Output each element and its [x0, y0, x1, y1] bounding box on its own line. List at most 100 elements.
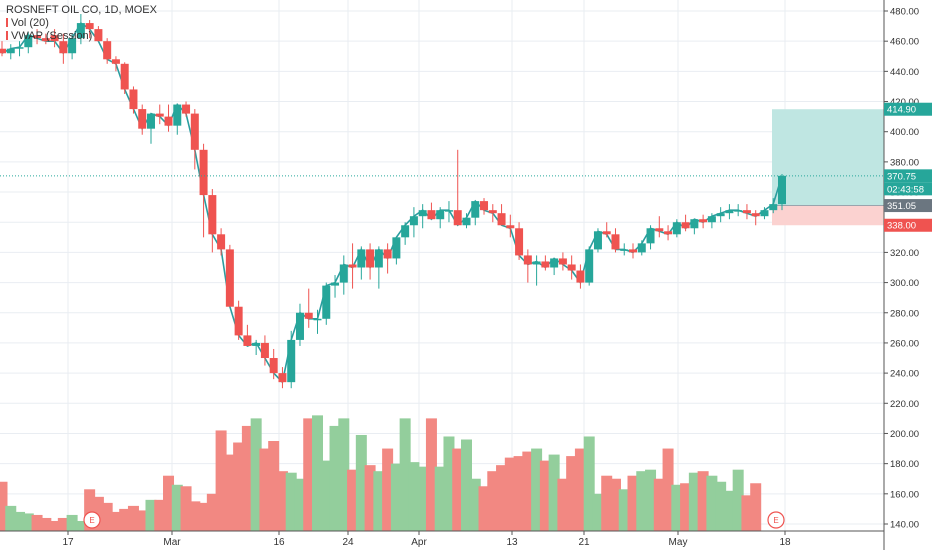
- earnings-marker: [83, 511, 101, 529]
- volume-bar: [496, 465, 508, 531]
- x-tick-label: 16: [273, 537, 285, 548]
- volume-bar: [531, 448, 543, 531]
- volume-bar: [355, 434, 367, 531]
- volume-bar: [14, 511, 26, 531]
- candle-body: [129, 89, 138, 110]
- vwap-legend-item[interactable]: VWAP (Session): [6, 30, 157, 43]
- volume-bar: [601, 475, 613, 531]
- candle-body: [295, 312, 304, 340]
- candle-body: [515, 228, 524, 256]
- candle-body: [348, 264, 357, 268]
- volume-bar: [408, 462, 420, 531]
- target-price-tag: [884, 102, 932, 116]
- candle-body: [50, 35, 59, 42]
- y-tick-label: 400.00: [890, 127, 919, 138]
- candle-body: [76, 23, 85, 39]
- candle-body: [15, 47, 24, 49]
- y-tick-label: 420.00: [890, 97, 919, 108]
- volume-bar: [417, 466, 429, 531]
- y-tick-label: 480.00: [890, 7, 919, 18]
- y-tick-label: 280.00: [890, 308, 919, 319]
- volume-bar: [706, 475, 718, 531]
- candle-body: [199, 149, 208, 196]
- candle-body: [681, 222, 690, 229]
- x-tick-label: 21: [578, 537, 590, 548]
- candle-body: [322, 285, 331, 319]
- candle-body: [629, 249, 638, 253]
- earnings-marker: [767, 511, 785, 529]
- y-tick-label: 440.00: [890, 67, 919, 78]
- volume-legend-item[interactable]: Vol (20): [6, 17, 157, 30]
- candle-body: [725, 210, 734, 214]
- y-tick-label: 300.00: [890, 278, 919, 289]
- volume-bar: [189, 501, 201, 531]
- countdown-tag: [884, 182, 932, 196]
- candle-body: [637, 243, 646, 253]
- volume-bar: [487, 471, 499, 531]
- candle-body: [111, 59, 120, 64]
- x-tick-label: May: [669, 537, 688, 548]
- x-tick-label: 24: [342, 537, 354, 548]
- y-tick-label: 140.00: [890, 519, 919, 530]
- candle-body: [383, 249, 392, 259]
- volume-bar: [206, 493, 218, 531]
- candle-body: [646, 228, 655, 244]
- volume-bar: [434, 466, 446, 531]
- volume-bar: [5, 505, 17, 531]
- volume-bar: [364, 465, 376, 531]
- candle-body: [33, 35, 42, 39]
- candle-body: [734, 210, 743, 212]
- volume-bar: [460, 439, 472, 531]
- entry-price-tag: [884, 199, 932, 213]
- volume-bar: [329, 425, 341, 531]
- volume-bar: [688, 472, 700, 531]
- candle-body: [68, 38, 77, 54]
- volume-bar: [136, 510, 148, 531]
- y-tick-label: 460.00: [890, 37, 919, 48]
- stop-price-tag: [884, 218, 932, 232]
- candle-body: [252, 342, 261, 346]
- volume-bar: [180, 486, 192, 531]
- candle-body: [532, 261, 541, 265]
- candle-body: [260, 342, 269, 359]
- candle-body: [208, 195, 217, 235]
- volume-bar: [127, 505, 139, 531]
- candle-body: [331, 282, 340, 286]
- candle-body: [190, 113, 199, 150]
- entry-price-tag-label: 351.05: [887, 201, 916, 212]
- candle-body: [593, 231, 602, 250]
- volume-bar: [715, 481, 727, 531]
- candle-body: [453, 210, 462, 226]
- volume-bar: [338, 418, 350, 531]
- candle-body: [155, 113, 164, 117]
- volume-bar: [92, 496, 104, 531]
- volume-bar: [522, 451, 534, 531]
- candle-body: [707, 216, 716, 223]
- volume-bar: [373, 471, 385, 531]
- candle-body: [523, 255, 532, 265]
- candle-body: [24, 35, 33, 48]
- volume-bar: [40, 517, 52, 531]
- volume-bar: [31, 514, 43, 531]
- stop-price-tag-label: 338.00: [887, 221, 916, 232]
- candle-body: [357, 249, 366, 268]
- x-tick-label: 18: [779, 537, 791, 548]
- volume-bar: [469, 478, 481, 531]
- volume-bar: [57, 517, 69, 531]
- volume-bar: [198, 502, 210, 531]
- candle-body: [462, 217, 471, 226]
- volume-bar: [425, 418, 437, 531]
- candle-body: [488, 210, 497, 214]
- candle-body: [409, 216, 418, 226]
- volume-bar: [399, 418, 411, 531]
- volume-bar: [163, 475, 175, 531]
- volume-swatch: [6, 18, 8, 27]
- candle-body: [173, 104, 182, 126]
- candle-body: [778, 175, 786, 205]
- volume-bar: [101, 502, 113, 531]
- volume-bar: [574, 448, 586, 531]
- candle-body: [120, 63, 129, 90]
- symbol-title[interactable]: ROSNEFT OIL CO, 1D, MOEX: [6, 4, 157, 16]
- candle-body: [41, 38, 50, 42]
